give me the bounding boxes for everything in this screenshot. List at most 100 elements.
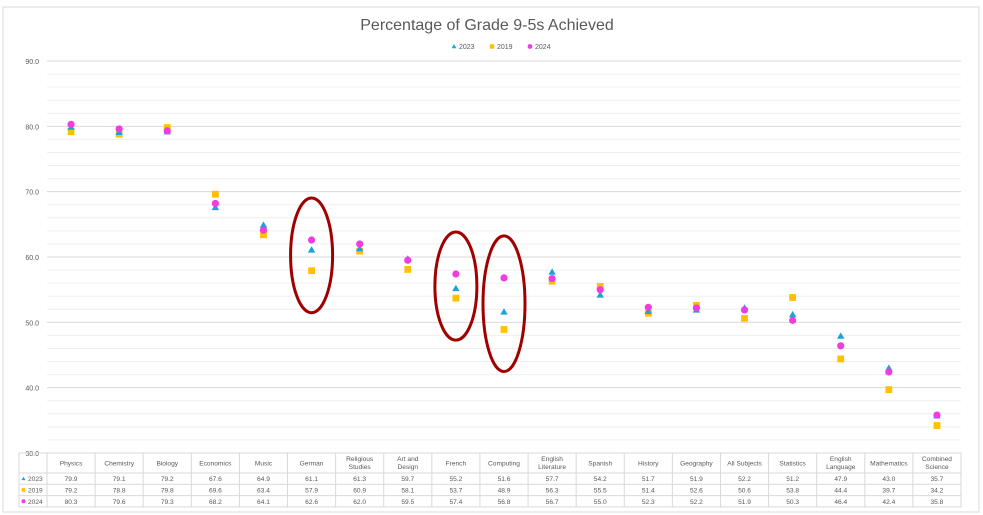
y-tick-label: 30.0 <box>25 451 39 458</box>
table-cell: 34.2 <box>931 487 944 494</box>
table-cell: 79.2 <box>161 476 174 483</box>
point-2024 <box>211 199 219 208</box>
y-tick-label: 80.0 <box>25 124 39 131</box>
table-cell: 79.8 <box>161 487 174 494</box>
category-label: All Subjects <box>727 461 762 468</box>
category-label: French <box>446 461 467 468</box>
table-cell: 51.6 <box>498 476 511 483</box>
point-2019 <box>211 190 219 198</box>
table-legend-marker-2024 <box>21 499 26 504</box>
table-cell: 60.9 <box>353 487 366 494</box>
data-points <box>67 120 941 429</box>
point-2019 <box>452 294 460 302</box>
data-table: Physics Chemistry Biology Economics Music Ger… <box>18 452 962 508</box>
point-2023 <box>500 308 508 315</box>
table-series-label-2024: 2024 <box>28 499 43 506</box>
table-cell: 51.2 <box>786 476 799 483</box>
category-label: Combined Science <box>922 456 952 471</box>
table-cell: 50.3 <box>786 499 799 506</box>
point-2024 <box>837 342 845 350</box>
point-2019 <box>67 128 75 135</box>
table-cell: 54.2 <box>594 476 607 483</box>
table-cell: 58.1 <box>401 487 414 494</box>
category-label: Chemistry <box>104 461 134 468</box>
point-2024 <box>885 368 893 376</box>
point-2024 <box>644 303 652 311</box>
category-label: Music <box>255 461 273 468</box>
table-cell: 79.9 <box>65 476 78 483</box>
highlight-ellipse <box>481 234 527 374</box>
legend-marker-2023 <box>451 44 457 49</box>
point-2024 <box>596 286 604 294</box>
point-2024 <box>259 226 268 234</box>
table-cell: 61.3 <box>353 476 366 483</box>
category-label: Art and Design <box>397 456 419 471</box>
table-cell: 63.4 <box>257 487 270 494</box>
point-2023 <box>548 268 556 275</box>
point-2023 <box>259 221 268 228</box>
y-tick-label: 50.0 <box>25 320 39 327</box>
legend-marker-2019 <box>489 44 495 49</box>
point-2024 <box>115 125 123 133</box>
point-2023 <box>355 244 364 252</box>
legend-label-2023: 2023 <box>459 44 475 51</box>
point-2024 <box>356 240 364 248</box>
table-cell: 55.2 <box>449 476 462 483</box>
table-cell: 62.0 <box>353 499 366 506</box>
category-label: Computing <box>488 461 520 468</box>
table-cell: 52.3 <box>642 499 655 506</box>
point-2019 <box>404 266 412 273</box>
table-cell: 59.5 <box>401 499 414 506</box>
point-2024 <box>692 304 701 312</box>
table-cell: 56.3 <box>546 487 559 494</box>
category-label: Geography <box>680 461 713 468</box>
category-label: Biology <box>156 461 178 468</box>
category-label: Economics <box>199 461 232 468</box>
highlight-ellipse <box>433 230 479 342</box>
legend-marker-2024 <box>527 44 533 49</box>
category-label: Mathematics <box>870 461 908 468</box>
table-cell: 51.7 <box>642 476 655 483</box>
table-cell: 35.8 <box>931 499 944 506</box>
category-label: German <box>300 461 324 468</box>
table-cell: 67.6 <box>209 476 222 483</box>
y-tick-label: 40.0 <box>25 386 39 393</box>
table-cell: 64.1 <box>257 499 270 506</box>
table-cell: 69.6 <box>209 487 222 494</box>
table-cell: 57.7 <box>546 476 559 483</box>
chart-title: Percentage of Grade 9-5s Achieved <box>360 17 614 34</box>
category-label: Religious Studies <box>346 456 374 471</box>
table-legend-marker-2019 <box>21 488 26 492</box>
category-label: History <box>638 461 659 468</box>
table-cell: 51.9 <box>738 499 751 506</box>
table-cell: 51.4 <box>642 487 655 494</box>
y-axis-tick-labels: 30.0 40.0 50.0 60.0 70.0 80.0 90.0 <box>25 59 39 458</box>
category-label: English Literature <box>538 456 566 471</box>
table-cell: 51.9 <box>690 476 703 483</box>
table-cell: 79.3 <box>161 499 174 506</box>
legend: 2023 2019 2024 <box>451 44 551 51</box>
point-2019 <box>789 294 797 301</box>
table-cell: 80.3 <box>65 499 78 506</box>
y-tick-label: 70.0 <box>25 190 39 197</box>
point-2019 <box>500 326 508 333</box>
table-cell: 57.4 <box>449 499 462 506</box>
table-cell: 55.5 <box>594 487 607 494</box>
table-cell: 79.1 <box>113 476 126 483</box>
point-2019 <box>837 355 845 363</box>
table-cell: 47.9 <box>834 476 847 483</box>
table-cell: 43.0 <box>882 476 895 483</box>
table-cell: 52.2 <box>690 499 703 506</box>
category-label: English Language <box>826 456 856 471</box>
point-2024 <box>404 256 412 264</box>
table-cell: 48.9 <box>498 487 511 494</box>
y-tick-label: 90.0 <box>25 59 39 66</box>
table-cell: 46.4 <box>834 499 847 506</box>
table-legend-marker-2023 <box>21 476 26 481</box>
point-2024 <box>740 306 749 314</box>
table-series-label-2023: 2023 <box>28 476 43 483</box>
highlight-ellipses <box>289 196 527 374</box>
table-cell: 56.7 <box>546 499 559 506</box>
highlight-ellipse <box>289 196 335 315</box>
point-2024 <box>933 411 941 419</box>
